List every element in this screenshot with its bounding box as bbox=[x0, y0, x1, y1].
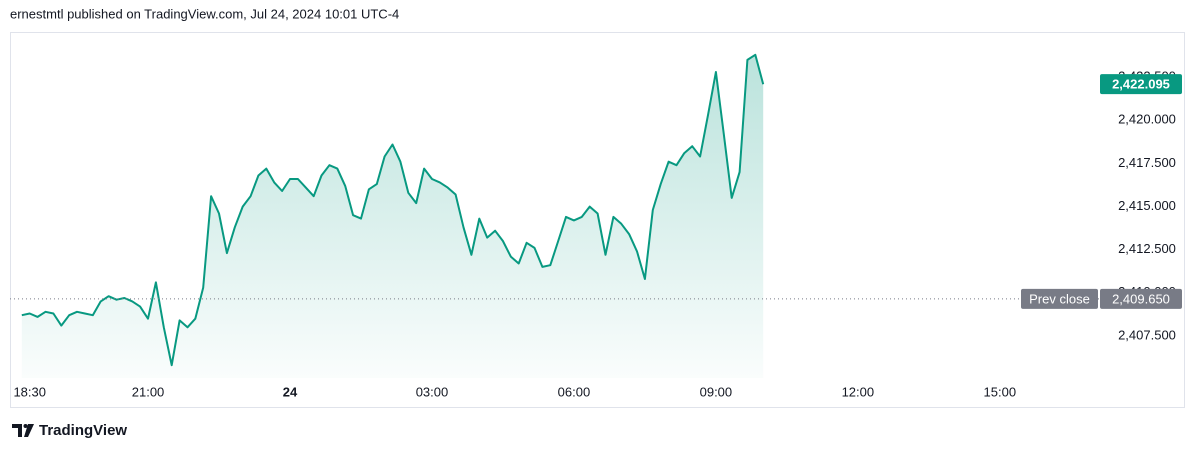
price-line bbox=[21, 53, 765, 367]
y-tick-label: 2,415.000 bbox=[1118, 198, 1176, 213]
y-tick-label: 2,407.500 bbox=[1118, 327, 1176, 342]
x-tick-label: 15:00 bbox=[984, 384, 1017, 399]
x-tick-label: 09:00 bbox=[700, 384, 733, 399]
prev-close-name: Prev close bbox=[1029, 291, 1090, 306]
prev-close-value: 2,409.650 bbox=[1112, 291, 1170, 306]
footer-brand: TradingView bbox=[39, 422, 127, 439]
last-price-value: 2,422.095 bbox=[1112, 77, 1170, 92]
prev-close-value-tag bbox=[1100, 288, 1182, 309]
last-price-tag bbox=[1100, 74, 1182, 95]
x-tick-label: 21:00 bbox=[132, 384, 165, 399]
prev-close-tag bbox=[1021, 288, 1098, 309]
x-tick-label: 03:00 bbox=[416, 384, 449, 399]
area-fill bbox=[21, 54, 764, 379]
y-tick-label: 2,412.500 bbox=[1118, 241, 1176, 256]
x-tick-label: 18:30 bbox=[13, 384, 46, 399]
y-tick-label: 2,417.500 bbox=[1118, 155, 1176, 170]
y-tick-label: 2,420.000 bbox=[1118, 112, 1176, 127]
x-tick-label: 06:00 bbox=[558, 384, 591, 399]
header: ernestmtl published on TradingView.com, … bbox=[10, 6, 399, 21]
logo bbox=[12, 424, 34, 437]
chart-frame bbox=[10, 32, 1185, 408]
x-tick-label: 12:00 bbox=[842, 384, 875, 399]
x-tick-label: 24 bbox=[283, 384, 298, 399]
